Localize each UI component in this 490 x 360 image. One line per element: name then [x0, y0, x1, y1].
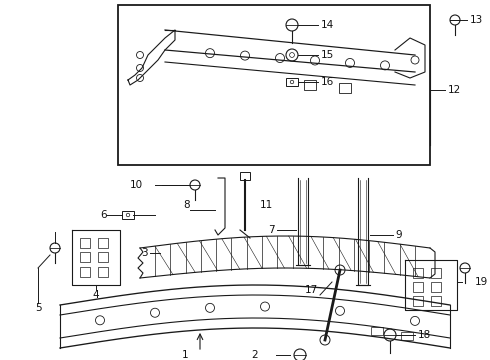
Bar: [286, 78, 298, 86]
Text: 2: 2: [251, 350, 258, 360]
Bar: [401, 332, 413, 340]
Bar: [240, 172, 250, 180]
Text: 16: 16: [321, 77, 334, 87]
Text: 7: 7: [269, 225, 275, 235]
Bar: [371, 328, 383, 336]
Text: 6: 6: [100, 210, 107, 220]
Bar: [98, 238, 108, 248]
Text: 5: 5: [35, 303, 41, 313]
Bar: [413, 282, 423, 292]
Text: 18: 18: [418, 330, 431, 340]
Text: 13: 13: [470, 15, 483, 25]
Bar: [431, 296, 441, 306]
Bar: [339, 82, 351, 93]
Bar: [431, 268, 441, 278]
Bar: [98, 267, 108, 277]
Bar: [80, 267, 90, 277]
Bar: [122, 211, 134, 219]
Bar: [413, 296, 423, 306]
Text: 17: 17: [305, 285, 318, 295]
Bar: [80, 238, 90, 248]
Text: 19: 19: [475, 277, 488, 287]
Text: 11: 11: [260, 200, 273, 210]
Text: 8: 8: [183, 200, 190, 210]
Bar: [98, 252, 108, 262]
Text: 9: 9: [395, 230, 402, 240]
Bar: [304, 80, 316, 90]
Bar: [80, 252, 90, 262]
Bar: [118, 5, 430, 165]
Text: 3: 3: [142, 248, 148, 258]
Text: 1: 1: [182, 350, 188, 360]
Text: 4: 4: [93, 290, 99, 300]
Bar: [413, 268, 423, 278]
Bar: [431, 282, 441, 292]
Text: 14: 14: [321, 20, 334, 30]
Text: 15: 15: [321, 50, 334, 60]
Text: 12: 12: [448, 85, 461, 95]
Text: 10: 10: [130, 180, 143, 190]
